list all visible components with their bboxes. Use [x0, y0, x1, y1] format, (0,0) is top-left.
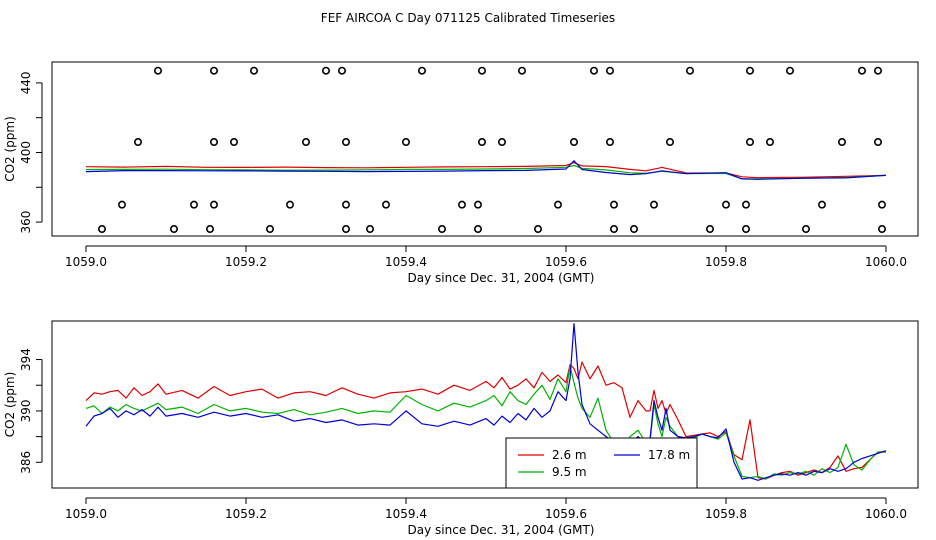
calibration-point [801, 225, 810, 234]
x-tick-label: 1059.8 [705, 507, 747, 521]
calibration-point [589, 66, 598, 75]
x-tick-label: 1060.0 [865, 255, 907, 269]
calibration-point [118, 200, 127, 209]
calibration-point [517, 66, 526, 75]
x-tick-label: 1059.0 [65, 507, 107, 521]
series-line-178m [85, 323, 887, 481]
y-tick-label: 440 [19, 71, 33, 94]
bottom-panel: 1059.0 1059.2 1059.4 1059.6 1059.8 1060.0 Day … [3, 320, 919, 537]
calibration-point [477, 66, 486, 75]
legend-box [505, 437, 698, 489]
calibration-point [250, 66, 259, 75]
calibration-point [477, 138, 486, 147]
calibration-point [497, 138, 506, 147]
calibration-point [154, 66, 163, 75]
calibration-point [341, 200, 350, 209]
calibration-point [817, 200, 826, 209]
x-tick-label: 1059.4 [385, 255, 427, 269]
plot-frame [51, 61, 919, 237]
calibration-point [265, 225, 274, 234]
calibration-point [365, 225, 374, 234]
calibration-point [134, 138, 143, 147]
series-line-95m [85, 365, 886, 480]
y-axis-label: CO2 (ppm) [3, 116, 17, 182]
x-axis-label: Day since Dec. 31, 2004 (GMT) [408, 523, 595, 537]
calibration-point [877, 200, 886, 209]
y-tick-label: 394 [19, 348, 33, 371]
y-tick-label: 360 [19, 211, 33, 234]
calibration-point [741, 225, 750, 234]
calibration-point [605, 66, 614, 75]
top-panel: 1059.0 1059.2 1059.4 1059.6 1059.8 1060.0 Day … [3, 61, 919, 285]
calibration-point [210, 200, 219, 209]
calibration-point [857, 66, 866, 75]
plot-frame [51, 320, 919, 489]
x-axis-label: Day since Dec. 31, 2004 (GMT) [408, 271, 595, 285]
calibration-point [745, 66, 754, 75]
x-tick-label: 1059.2 [225, 255, 267, 269]
calibration-point [206, 225, 215, 234]
calibration-point [381, 200, 390, 209]
calibration-point [473, 200, 482, 209]
calibration-point [285, 200, 294, 209]
calibration-point [341, 138, 350, 147]
calibration-point [685, 66, 694, 75]
calibration-point [321, 66, 330, 75]
calibration-point [98, 225, 107, 234]
x-tick-label: 1059.4 [385, 507, 427, 521]
calibration-point [649, 200, 658, 209]
x-tick-label: 1059.6 [545, 507, 587, 521]
y-tick-label: 400 [19, 141, 33, 164]
calibration-point [401, 138, 410, 147]
calibration-point [609, 200, 618, 209]
calibration-point [337, 66, 346, 75]
legend-label: 9.5 m [552, 465, 587, 479]
y-tick-label: 390 [19, 399, 33, 422]
calibration-point [533, 225, 542, 234]
y-axis-label: CO2 (ppm) [3, 372, 17, 438]
series-line-26m [85, 361, 886, 480]
calibration-point [629, 225, 638, 234]
calibration-point [609, 225, 618, 234]
y-tick-label: 386 [19, 451, 33, 474]
calibration-point [605, 138, 614, 147]
calibration-point [417, 66, 426, 75]
calibration-point [837, 138, 846, 147]
calibration-point [457, 200, 466, 209]
calibration-point [569, 138, 578, 147]
x-tick-label: 1059.6 [545, 255, 587, 269]
x-tick-label: 1059.8 [705, 255, 747, 269]
calibration-point [873, 138, 882, 147]
calibration-point [705, 225, 714, 234]
calibration-point [230, 138, 239, 147]
calibration-point [741, 200, 750, 209]
calibration-point [170, 225, 179, 234]
calibration-point [765, 138, 774, 147]
figure-title: FEF AIRCOA C Day 071125 Calibrated Times… [321, 11, 615, 25]
legend-label: 17.8 m [648, 448, 690, 462]
calibration-point [665, 138, 674, 147]
calibration-point [341, 225, 350, 234]
calibration-point [873, 66, 882, 75]
legend-label: 2.6 m [552, 448, 587, 462]
x-tick-label: 1060.0 [865, 507, 907, 521]
calibration-point [210, 66, 219, 75]
calibration-point [785, 66, 794, 75]
calibration-point [721, 200, 730, 209]
calibration-point [745, 138, 754, 147]
calibration-point [473, 225, 482, 234]
series-line-178m [85, 160, 887, 180]
calibration-point [190, 200, 199, 209]
calibration-point [210, 138, 219, 147]
x-tick-label: 1059.0 [65, 255, 107, 269]
calibration-point [437, 225, 446, 234]
x-tick-label: 1059.2 [225, 507, 267, 521]
calibration-point [553, 200, 562, 209]
calibration-point [301, 138, 310, 147]
calibration-point [877, 225, 886, 234]
